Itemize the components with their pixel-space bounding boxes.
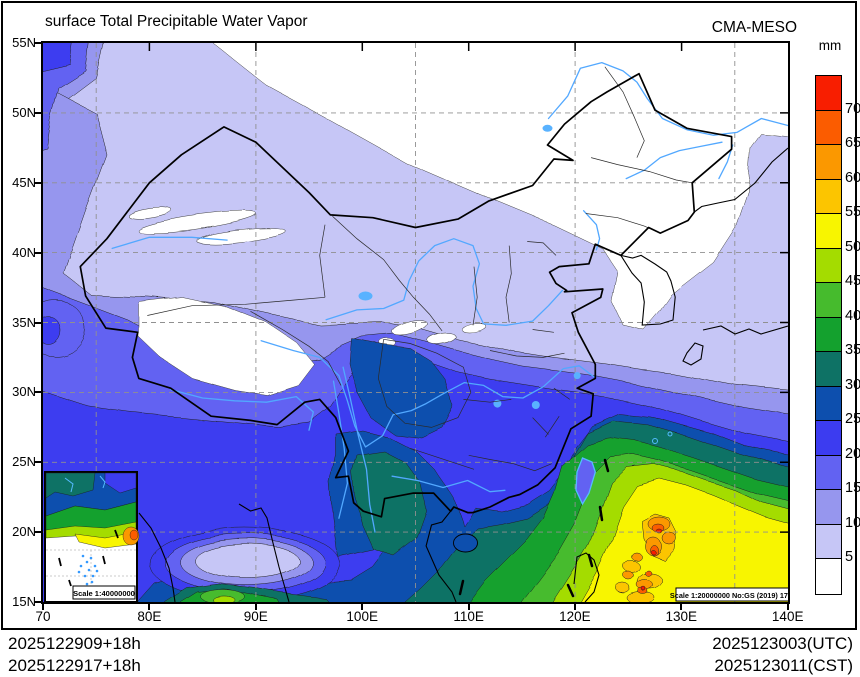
lat-tick-label: 40N (12, 244, 36, 260)
axis-tick (148, 604, 151, 610)
colorbar-cell (816, 248, 841, 284)
map-scale-box: Scale 1:20000000 No:GS (2019) 1786 (670, 587, 788, 602)
colorbar-tick-label: 20 (845, 446, 860, 462)
axis-tick (254, 604, 257, 610)
colorbar-cell (816, 145, 841, 180)
lon-tick-label: 100E (346, 609, 378, 624)
colorbar-cell (816, 214, 841, 249)
colorbar-cell (816, 455, 841, 491)
foreign-coastlines (138, 147, 788, 602)
colorbar-tick-label: 10 (845, 515, 860, 531)
colorbar-tick-label: 15 (845, 480, 860, 496)
rivers (111, 61, 788, 533)
maritime-dash-line (458, 458, 610, 598)
colorbar-cell (816, 421, 841, 456)
map-canvas: Scale 1:40000000 Scale 1:20000000 No:GS … (41, 41, 790, 604)
taiwan-island (575, 457, 596, 506)
colorbar-tick-label: 60 (845, 170, 860, 186)
axis-tick (34, 321, 41, 324)
colorbar-labels: 70 65 60 55 50 45 40 35 30 25 20 15 10 5 (845, 75, 860, 593)
lat-tick-label: 25N (12, 454, 36, 470)
lat-tick-label: 15N (12, 594, 36, 609)
colorbar-cell (816, 559, 841, 594)
lon-tick-label: 120E (559, 609, 591, 624)
colorbar-cell (816, 524, 841, 560)
hainan-island (453, 533, 478, 553)
colorbar-cell (816, 386, 841, 422)
axis-tick (34, 461, 41, 464)
colorbar-tick-label: 5 (845, 549, 854, 565)
colorbar-cell (816, 110, 841, 146)
lon-tick-label: 110E (453, 609, 484, 624)
inset-island-dots (77, 554, 99, 586)
lon-tick-label: 140E (771, 609, 804, 624)
axis-tick (786, 604, 789, 610)
init-time-cst: 2025122917+18h (8, 655, 141, 675)
axis-tick (573, 604, 576, 610)
lat-tick-label: 55N (12, 35, 36, 50)
lon-tick-label: 90E (243, 609, 268, 624)
colorbar-tick-label: 55 (845, 204, 860, 220)
lon-tick-label: 130E (665, 609, 698, 624)
colorbar-cell (816, 179, 841, 215)
colorbar-tick-label: 65 (845, 135, 860, 151)
colorbar-tick-label: 35 (845, 342, 860, 358)
lat-tick-label: 50N (12, 104, 36, 120)
colorbar-unit-label: mm (818, 38, 842, 53)
inner-ticks (148, 43, 788, 533)
axis-tick (34, 391, 41, 394)
lon-tick-label: 80E (137, 609, 162, 624)
colorbar-cell (816, 317, 841, 353)
axis-tick (34, 251, 41, 254)
page-title: surface Total Precipitable Water Vapor (45, 13, 308, 30)
map-scale-label: Scale 1:20000000 No:GS (2019) 1786 (670, 591, 788, 600)
colorbar-cell (816, 283, 841, 318)
valid-time-cst: 2025123011(CST) (714, 655, 853, 675)
lakes (358, 124, 581, 409)
lon-tick-label: 70 (35, 609, 51, 624)
colorbar-tick-label: 45 (845, 273, 860, 289)
lat-tick-label: 35N (12, 314, 36, 330)
colorbar-tick-label: 70 (845, 101, 860, 117)
inset-scale-box (72, 585, 136, 600)
colorbar-cell (816, 490, 841, 525)
axis-tick (467, 604, 470, 610)
colorbar-cell (816, 352, 841, 387)
axis-tick (34, 181, 41, 184)
colorbar-tick-label: 30 (845, 377, 860, 393)
axis-tick (34, 601, 41, 603)
init-time-block: 2025122909+18h 2025122917+18h (8, 633, 141, 676)
province-borders (147, 66, 693, 472)
graticule (43, 43, 788, 602)
south-china-sea-inset: Scale 1:40000000 (44, 471, 140, 602)
axis-tick (34, 42, 41, 44)
axis-tick (42, 604, 44, 610)
axis-tick (361, 604, 364, 610)
model-name-label: CMA-MESO (711, 19, 797, 36)
colorbar-cell (816, 76, 841, 111)
lat-tick-label: 20N (12, 524, 36, 540)
valid-time-block: 2025123003(UTC) 2025123011(CST) (712, 633, 853, 676)
init-time-utc: 2025122909+18h (8, 634, 141, 653)
lat-tick-label: 30N (12, 384, 36, 400)
valid-time-utc: 2025123003(UTC) (712, 634, 853, 653)
colorbar (815, 75, 842, 595)
precipitable-water-map: Scale 1:40000000 Scale 1:20000000 No:GS … (43, 43, 788, 602)
ryukyu-islands (652, 431, 673, 444)
lat-tick-label: 45N (12, 174, 36, 190)
axis-tick (34, 531, 41, 534)
colorbar-tick-label: 25 (845, 411, 860, 427)
colorbar-tick-label: 40 (845, 308, 860, 324)
china-border (79, 72, 733, 518)
axis-tick (34, 111, 41, 114)
axis-tick (680, 604, 683, 610)
colorbar-tick-label: 50 (845, 239, 860, 255)
inset-scale-label: Scale 1:40000000 (73, 589, 135, 598)
